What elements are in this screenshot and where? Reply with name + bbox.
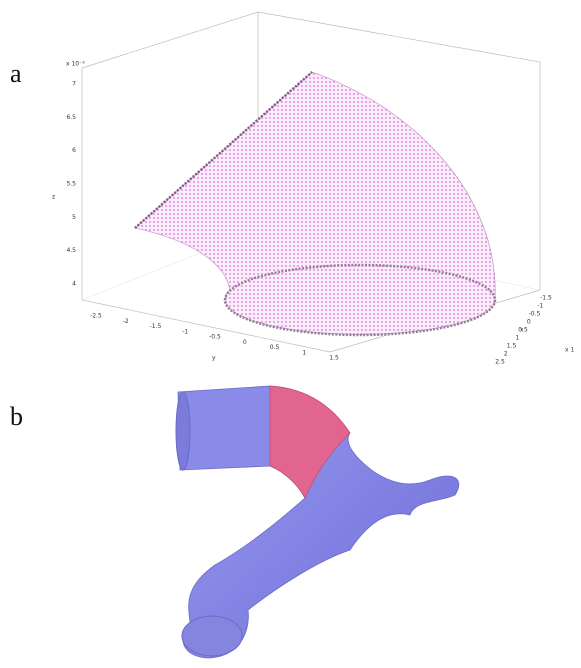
y-tick-label: 0 [243, 339, 247, 346]
y-tick-label: -2 [123, 318, 129, 325]
z-tick-label: 5.5 [66, 181, 76, 188]
x-tick-label: 1.5 [507, 343, 517, 350]
y-tick-label: -0.5 [209, 334, 221, 341]
z-tick-label: 7 [72, 81, 76, 88]
x-tick-label: 0.5 [518, 327, 528, 334]
y-tick-label: 1.5 [329, 355, 339, 362]
x-tick-label: 2 [504, 351, 508, 358]
panel-label: b [10, 402, 23, 431]
vessel-render [176, 386, 459, 658]
z-tick-label: 4 [72, 281, 76, 288]
x-tick-label: 0 [527, 319, 531, 326]
x-tick-label: -1 [537, 303, 543, 310]
exponent-label: x 10⁻³ [66, 61, 85, 68]
y-tick-label: -2.5 [90, 313, 102, 320]
y-tick-label: -1 [182, 328, 188, 335]
plot-3d: x 10⁻³ z y x x 1 76.565.554.54-2.5-2-1.5… [52, 12, 574, 366]
axis-label: z [52, 194, 55, 201]
y-tick-label: -1.5 [150, 323, 162, 330]
x-tick-label: -1.5 [540, 295, 552, 302]
axis-label: y [212, 355, 216, 362]
y-tick-label: 0.5 [270, 344, 280, 351]
z-tick-label: 6.5 [66, 114, 76, 121]
z-tick-label: 5 [72, 214, 76, 221]
z-tick-label: 6 [72, 147, 76, 154]
y-tick-label: 1 [302, 349, 306, 356]
inlet-cap [176, 392, 190, 470]
z-tick-label: 4.5 [66, 247, 76, 254]
x-tick-label: 1 [515, 335, 519, 342]
figure: a b x 10⁻³ z y x x 1 76.565.554.54-2.5-2… [0, 0, 581, 668]
panel-label: a [10, 59, 22, 88]
exponent-label: x 1 [565, 347, 574, 354]
vessel-inlet [178, 386, 270, 470]
surface-mesh [135, 72, 495, 334]
x-tick-label: -0.5 [529, 311, 541, 318]
outlet-cap [182, 616, 242, 656]
x-tick-label: 2.5 [495, 359, 505, 366]
